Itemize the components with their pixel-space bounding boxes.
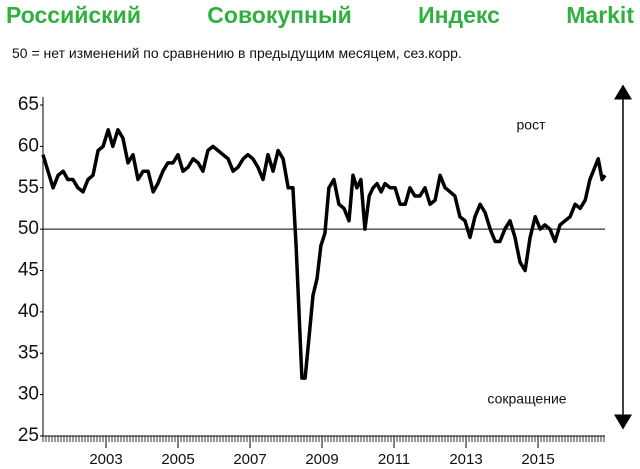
y-tick-label: 25: [18, 425, 39, 446]
y-tick-label: 50: [18, 218, 39, 239]
x-tick-label: 2007: [233, 451, 266, 468]
data-line: [41, 128, 607, 380]
y-tick-label: 55: [18, 177, 39, 198]
chart-title: Российский Совокупный Индекс Markit: [6, 2, 634, 28]
x-tick-label: 2015: [521, 451, 554, 468]
x-tick-label: 2003: [89, 451, 122, 468]
annotation: рост: [517, 117, 547, 133]
x-tick-label: 2009: [305, 451, 338, 468]
y-tick-label: 60: [18, 135, 39, 156]
x-tick-label: 2013: [449, 451, 482, 468]
x-tick-label: 2005: [161, 451, 194, 468]
chart-subtitle: 50 = нет изменений по сравнению в предыд…: [12, 45, 462, 61]
x-tick-label: 2011: [378, 451, 410, 468]
y-tick-label: 45: [18, 260, 39, 281]
y-tick-label: 40: [18, 301, 39, 322]
y-tick-label: 35: [18, 342, 39, 363]
y-tick-label: 30: [18, 384, 39, 405]
annotation: сокращение: [487, 391, 566, 407]
y-tick-label: 65: [18, 94, 39, 115]
